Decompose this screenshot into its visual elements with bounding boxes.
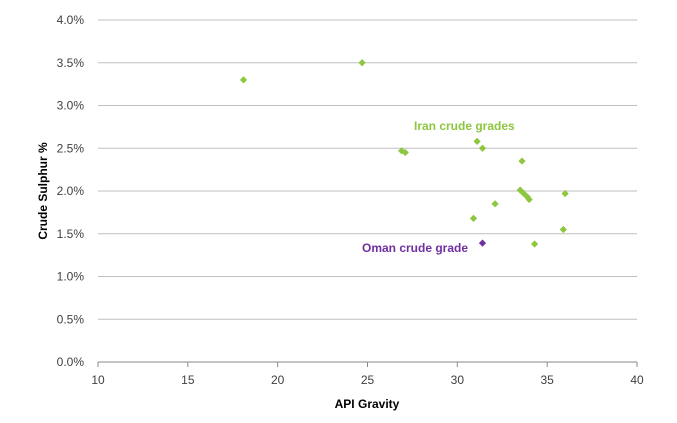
x-tick-label: 30 [451, 373, 465, 387]
y-tick-label: 1.0% [57, 270, 85, 284]
iran-data-point [559, 225, 567, 234]
legend-annotation-oman: Oman crude grade [362, 241, 468, 255]
y-tick-label: 0.0% [57, 355, 85, 369]
y-axis-label: Crude Sulphur % [36, 142, 50, 240]
y-tick-label: 3.5% [57, 56, 85, 70]
iran-data-point [469, 214, 478, 222]
x-tick-label: 40 [630, 373, 644, 387]
y-tick-label: 2.5% [57, 141, 85, 155]
x-tick-label: 10 [91, 373, 105, 387]
iran-data-point [518, 157, 526, 165]
iran-data-point [561, 189, 569, 198]
x-axis-label: API Gravity [335, 397, 400, 411]
oman-data-point [478, 239, 487, 247]
y-tick-label: 3.0% [57, 99, 85, 113]
legend-annotation-iran: Iran crude grades [414, 119, 515, 133]
x-tick-label: 25 [361, 373, 375, 387]
y-tick-label: 1.5% [57, 227, 85, 241]
iran-data-point [358, 59, 366, 67]
iran-data-point [491, 200, 499, 208]
iran-data-point [401, 148, 409, 157]
x-tick-label: 35 [540, 373, 554, 387]
y-tick-label: 4.0% [57, 13, 85, 27]
y-tick-label: 2.0% [57, 184, 85, 198]
iran-data-point [478, 144, 487, 152]
iran-data-point [525, 195, 533, 204]
iran-data-point [530, 240, 539, 248]
x-tick-label: 20 [271, 373, 285, 387]
iran-data-point [523, 193, 532, 201]
iran-data-point [473, 137, 481, 146]
x-tick-label: 15 [181, 373, 195, 387]
iran-data-point [239, 76, 248, 84]
y-tick-label: 0.5% [57, 312, 85, 326]
